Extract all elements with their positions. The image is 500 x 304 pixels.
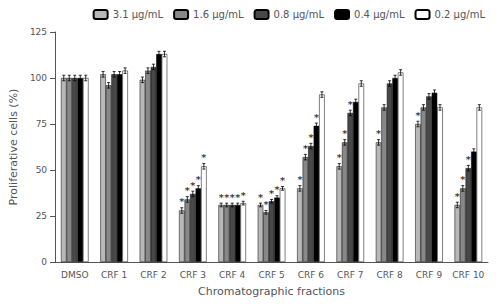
svg-text:Chromatographic fractions: Chromatographic fractions bbox=[198, 285, 345, 298]
svg-text:*: * bbox=[185, 185, 190, 196]
svg-text:0.2 μg/mL: 0.2 μg/mL bbox=[435, 9, 486, 20]
svg-text:*: * bbox=[455, 191, 460, 202]
svg-text:*: * bbox=[415, 110, 420, 121]
svg-text:0: 0 bbox=[41, 257, 47, 267]
svg-text:*: * bbox=[235, 192, 240, 203]
svg-text:*: * bbox=[179, 196, 184, 207]
svg-text:CRF 2: CRF 2 bbox=[140, 270, 166, 280]
svg-text:*: * bbox=[297, 174, 302, 185]
svg-text:75: 75 bbox=[36, 119, 47, 129]
svg-text:CRF 10: CRF 10 bbox=[452, 270, 484, 280]
svg-text:25: 25 bbox=[36, 211, 47, 221]
svg-text:125: 125 bbox=[30, 27, 47, 37]
svg-text:CRF 8: CRF 8 bbox=[376, 270, 403, 280]
svg-text:50: 50 bbox=[36, 165, 48, 175]
svg-text:0.8 μg/mL: 0.8 μg/mL bbox=[274, 9, 325, 20]
svg-text:*: * bbox=[264, 199, 269, 210]
svg-text:*: * bbox=[241, 190, 246, 201]
svg-text:*: * bbox=[258, 192, 263, 203]
svg-text:*: * bbox=[201, 152, 206, 163]
svg-text:*: * bbox=[224, 192, 229, 203]
svg-text:100: 100 bbox=[30, 73, 47, 83]
svg-text:*: * bbox=[269, 188, 274, 199]
svg-text:CRF 5: CRF 5 bbox=[258, 270, 284, 280]
svg-text:CRF 9: CRF 9 bbox=[416, 270, 443, 280]
svg-text:*: * bbox=[348, 99, 353, 110]
svg-text:CRF 6: CRF 6 bbox=[298, 270, 325, 280]
svg-text:*: * bbox=[280, 175, 285, 186]
svg-text:1.6 μg/mL: 1.6 μg/mL bbox=[193, 9, 244, 20]
svg-text:CRF 4: CRF 4 bbox=[219, 270, 246, 280]
svg-text:*: * bbox=[219, 192, 224, 203]
svg-text:*: * bbox=[376, 128, 381, 139]
svg-text:3.1 μg/mL: 3.1 μg/mL bbox=[113, 9, 164, 20]
svg-text:CRF 1: CRF 1 bbox=[101, 270, 127, 280]
svg-text:*: * bbox=[460, 174, 465, 185]
svg-text:Proliferative cells (%): Proliferative cells (%) bbox=[7, 89, 20, 206]
svg-text:*: * bbox=[303, 143, 308, 154]
svg-text:*: * bbox=[466, 154, 471, 165]
svg-text:*: * bbox=[275, 184, 280, 195]
svg-text:*: * bbox=[196, 174, 201, 185]
svg-text:*: * bbox=[314, 112, 319, 123]
svg-text:CRF 3: CRF 3 bbox=[180, 270, 206, 280]
svg-text:CRF 7: CRF 7 bbox=[337, 270, 363, 280]
svg-text:DMSO: DMSO bbox=[61, 270, 89, 280]
svg-text:*: * bbox=[342, 128, 347, 139]
svg-text:*: * bbox=[230, 192, 235, 203]
svg-text:0.4 μg/mL: 0.4 μg/mL bbox=[354, 9, 405, 20]
svg-text:*: * bbox=[337, 152, 342, 163]
svg-text:*: * bbox=[190, 180, 195, 191]
svg-text:*: * bbox=[308, 132, 313, 143]
